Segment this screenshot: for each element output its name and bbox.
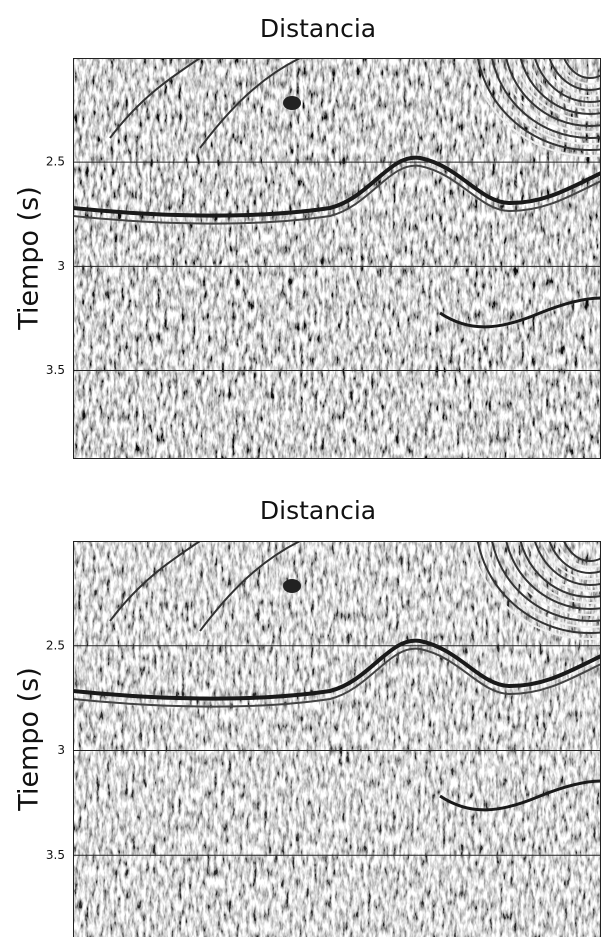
reflector <box>548 58 601 91</box>
reflector <box>469 541 601 640</box>
reflector <box>541 58 601 97</box>
chart-title: Distancia <box>260 496 376 525</box>
reflector <box>541 541 601 580</box>
reflector <box>476 541 601 634</box>
reflector <box>498 58 601 133</box>
reflector <box>199 58 301 149</box>
blob <box>283 96 301 110</box>
seismic-panel: 2.5 3 3.5 Distancia Tiempo (s) <box>14 496 601 937</box>
y-tick-label: 2.5 <box>46 155 65 169</box>
y-tick-label: 3 <box>57 743 65 757</box>
reflector <box>505 58 601 127</box>
seismic-image <box>73 58 601 458</box>
reflector <box>491 541 601 622</box>
reflector <box>562 58 601 79</box>
reflector <box>476 58 601 151</box>
y-tick-label: 3.5 <box>46 363 65 377</box>
reflector <box>555 541 601 568</box>
reflector <box>109 58 201 139</box>
reflector <box>73 164 601 225</box>
y-axis-label: Tiempo (s) <box>14 186 45 330</box>
reflector <box>526 58 601 109</box>
y-tick-label: 3.5 <box>46 848 65 862</box>
reflector <box>512 541 601 604</box>
blob <box>283 579 301 593</box>
chart-title: Distancia <box>260 14 376 43</box>
reflector <box>73 155 601 218</box>
seismic-panel: 2.5 3 3.5 Distancia Tiempo (s) <box>14 14 601 459</box>
reflector <box>548 541 601 574</box>
reflector <box>199 541 301 632</box>
reflector <box>73 647 601 708</box>
reflector <box>512 58 601 121</box>
reflector <box>526 541 601 592</box>
reflector <box>533 58 601 103</box>
reflector <box>519 541 601 598</box>
reflector <box>469 58 601 157</box>
reflector <box>491 58 601 139</box>
y-axis-label: Tiempo (s) <box>14 667 45 811</box>
reflector <box>483 541 601 628</box>
seismic-noise <box>73 58 601 458</box>
reflector <box>483 58 601 145</box>
reflector <box>73 638 601 701</box>
reflector <box>562 541 601 562</box>
reflector <box>555 58 601 85</box>
reflector <box>533 541 601 586</box>
reflector <box>439 296 601 329</box>
y-tick-label: 2.5 <box>46 638 65 652</box>
seismic-image <box>73 541 601 937</box>
reflector <box>498 541 601 616</box>
reflector <box>519 58 601 115</box>
reflector <box>439 779 601 812</box>
y-tick-label: 3 <box>57 259 65 273</box>
seismic-noise <box>73 541 601 937</box>
reflector <box>109 541 201 622</box>
reflector <box>505 541 601 610</box>
